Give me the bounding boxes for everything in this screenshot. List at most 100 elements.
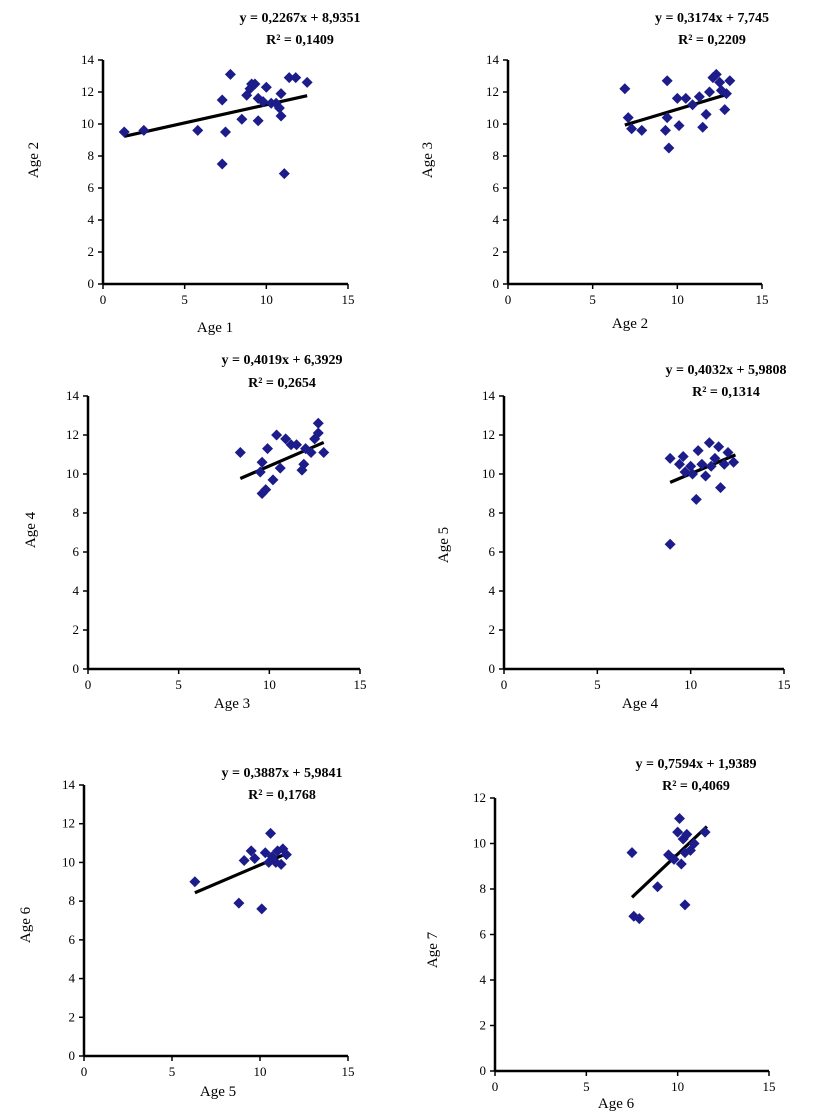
data-point [685, 460, 697, 472]
scatter-plot-5: 0 2 4 6 8 10 12 14 0 5 10 15 y = 0,3887x + 5,9841 R² … [18, 766, 355, 1100]
data-point [233, 897, 245, 909]
y-tick-label: 12 [482, 427, 495, 442]
data-point [249, 78, 261, 90]
x-tick-label: 0 [85, 677, 92, 692]
y-tick-label: 8 [69, 893, 76, 908]
y-axis-label: Age 6 [18, 906, 34, 943]
data-point [236, 113, 248, 125]
y-tick-label: 12 [486, 84, 499, 99]
y-tick-label: 8 [493, 148, 500, 163]
data-point [275, 110, 287, 122]
data-point [216, 94, 228, 106]
x-tick-label: 5 [583, 1079, 590, 1094]
data-point [273, 102, 285, 114]
x-tick-label: 10 [263, 677, 276, 692]
x-axis-label: Age 1 [197, 320, 233, 336]
trendline [624, 92, 731, 127]
data-point [278, 168, 290, 180]
data-point [679, 466, 691, 478]
y-tick-label: 10 [482, 466, 495, 481]
data-point [719, 104, 731, 116]
y-tick-label: 8 [480, 881, 487, 896]
data-point [260, 81, 272, 93]
y-tick-label: 4 [69, 971, 76, 986]
trend-equation: y = 0,3887x + 5,9841 [222, 766, 343, 781]
y-tick-label: 10 [66, 466, 79, 481]
data-point [673, 120, 685, 132]
data-point [675, 858, 687, 870]
trend-equation: y = 0,7594x + 1,9389 [636, 757, 757, 772]
y-tick-label: 6 [480, 927, 487, 942]
y-tick-label: 12 [66, 427, 79, 442]
y-axis-label: Age 7 [425, 931, 441, 968]
data-point [661, 75, 673, 87]
data-point [724, 75, 736, 87]
data-point [234, 447, 246, 459]
x-tick-label: 10 [254, 1064, 267, 1079]
data-point [189, 876, 201, 888]
data-point [687, 99, 699, 111]
trendline [630, 825, 708, 899]
data-point [652, 881, 664, 893]
data-point [705, 460, 717, 472]
y-tick-label: 2 [69, 1009, 76, 1024]
data-point [280, 433, 292, 445]
trend-equation: y = 0,4019x + 6,3929 [222, 353, 343, 368]
x-tick-label: 5 [175, 677, 182, 692]
data-point [668, 853, 680, 865]
data-point [220, 126, 231, 138]
data-point [254, 466, 266, 478]
y-tick-label: 2 [73, 622, 80, 637]
x-tick-label: 0 [501, 677, 508, 692]
data-point [267, 474, 279, 486]
x-tick-label: 15 [354, 677, 367, 692]
data-point [700, 108, 712, 120]
data-point [312, 427, 324, 439]
data-point [687, 468, 699, 480]
data-point [283, 72, 295, 84]
data-point [664, 538, 676, 550]
data-point [681, 828, 693, 840]
y-axis-label: Age 4 [23, 511, 39, 548]
x-tick-label: 0 [505, 292, 512, 307]
x-tick-label: 5 [589, 292, 596, 307]
y-axis-label: Age 3 [420, 142, 436, 178]
data-point [661, 112, 673, 124]
data-point [697, 121, 709, 133]
x-axis-label: Age 6 [598, 1096, 635, 1112]
x-tick-label: 0 [100, 292, 107, 307]
data-point [265, 827, 277, 839]
data-point [238, 854, 250, 866]
r-squared-label: R² = 0,1314 [692, 385, 760, 400]
data-point [298, 458, 310, 470]
r-squared-label: R² = 0,4069 [662, 779, 730, 794]
y-tick-label: 10 [473, 836, 486, 851]
data-point [679, 899, 691, 911]
x-tick-label: 10 [671, 1079, 684, 1094]
data-point [260, 484, 272, 496]
data-point [291, 439, 303, 451]
y-tick-label: 6 [69, 932, 76, 947]
y-tick-label: 14 [482, 388, 496, 403]
trend-equation: y = 0,3174x + 7,745 [655, 11, 769, 26]
data-point [256, 903, 268, 915]
data-point [692, 445, 704, 457]
y-tick-label: 6 [73, 544, 80, 559]
data-point [659, 124, 671, 136]
data-point [257, 96, 269, 108]
scatter-plot-4: 0 2 4 6 8 10 12 14 0 5 10 15 y = 0,4032x + 5,9808 R² … [436, 363, 791, 712]
x-axis-label: Age 2 [612, 316, 648, 332]
y-tick-label: 8 [73, 505, 80, 520]
data-point [192, 124, 204, 136]
data-point [710, 68, 722, 80]
x-tick-label: 10 [260, 292, 273, 307]
x-tick-label: 5 [181, 292, 188, 307]
data-point [677, 450, 689, 462]
data-point [672, 826, 684, 838]
y-tick-label: 10 [486, 116, 499, 131]
x-tick-label: 0 [492, 1079, 499, 1094]
y-tick-label: 12 [62, 816, 75, 831]
data-point [245, 845, 257, 857]
y-tick-label: 2 [493, 244, 500, 259]
data-point [722, 447, 734, 459]
